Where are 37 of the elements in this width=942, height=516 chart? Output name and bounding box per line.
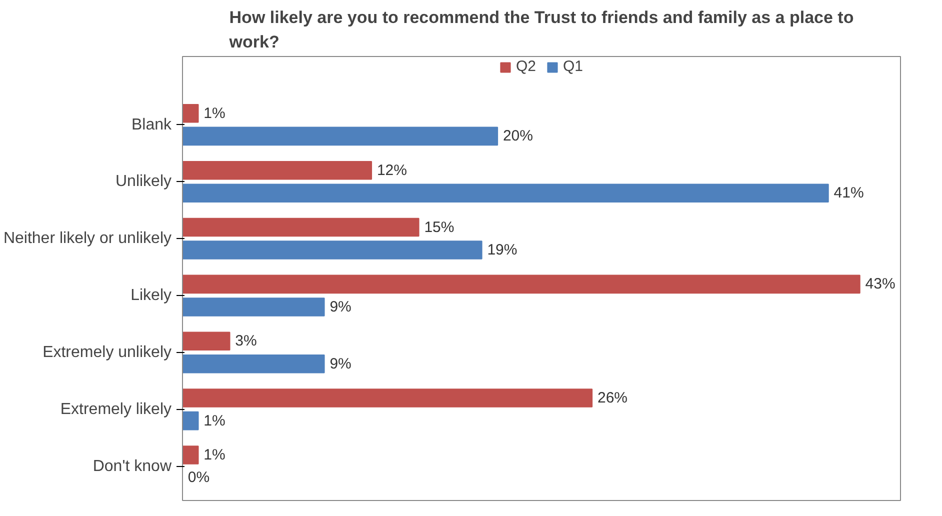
y-tick-label: Don't know — [92, 458, 172, 475]
data-label: 1% — [204, 104, 226, 122]
data-label: 9% — [330, 355, 352, 372]
bar — [182, 274, 860, 294]
data-label: 0% — [188, 469, 210, 486]
y-tick-label: Blank — [131, 116, 172, 134]
data-label: 12% — [376, 162, 407, 179]
bar — [182, 332, 230, 350]
y-tick-label: Unlikely — [115, 173, 172, 190]
bar — [182, 446, 199, 464]
y-tick-label: Neither likely or unlikely — [3, 230, 172, 248]
data-label: 1% — [204, 446, 226, 464]
data-label: 15% — [424, 218, 454, 236]
data-label: 41% — [834, 184, 864, 202]
data-label: 26% — [597, 390, 628, 407]
bar — [182, 388, 593, 408]
bar — [182, 126, 498, 146]
bar — [182, 184, 829, 202]
data-label: 9% — [330, 298, 352, 316]
data-label: 20% — [502, 128, 533, 145]
bar — [182, 218, 420, 237]
data-label: 19% — [487, 242, 518, 259]
data-label: 1% — [204, 412, 226, 430]
bar — [182, 160, 372, 180]
chart-title: How likely are you to recommend the Trust to friends and family as a place to work? — [228, 8, 854, 52]
data-label: 43% — [865, 276, 896, 293]
data-label: 3% — [235, 332, 257, 350]
bar — [182, 240, 482, 260]
bar — [182, 411, 199, 430]
bar — [182, 104, 199, 123]
bar — [182, 354, 325, 374]
legend-label: Q1 — [563, 58, 584, 75]
y-tick-label: Extremely likely — [60, 400, 172, 418]
y-tick-label: Likely — [130, 287, 172, 304]
legend-label: Q2 — [516, 58, 536, 75]
bar — [182, 298, 325, 316]
y-tick-label: Extremely unlikely — [42, 344, 172, 361]
